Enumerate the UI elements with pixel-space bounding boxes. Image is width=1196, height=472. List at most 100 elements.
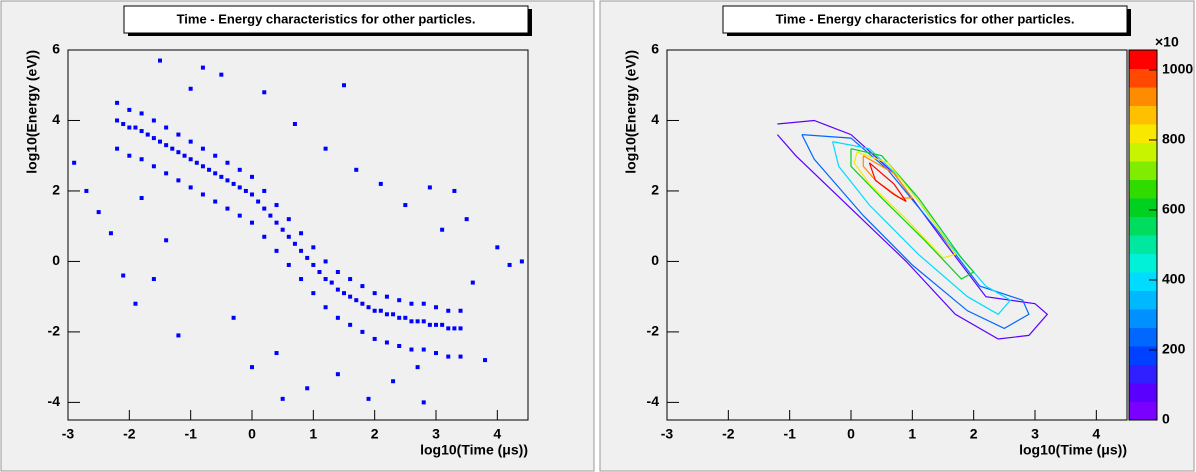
point xyxy=(311,245,316,250)
point xyxy=(225,206,230,211)
point xyxy=(274,248,279,253)
point xyxy=(280,227,285,232)
point xyxy=(250,365,254,370)
point xyxy=(250,192,254,197)
point xyxy=(354,167,359,172)
y-tick-label: -4 xyxy=(647,393,660,409)
point xyxy=(133,301,138,306)
point xyxy=(446,326,451,331)
point xyxy=(188,157,193,162)
point xyxy=(360,284,365,289)
point xyxy=(372,308,377,313)
point xyxy=(188,139,193,144)
point xyxy=(483,358,488,363)
point xyxy=(237,167,242,172)
colorbar-band xyxy=(1129,198,1157,217)
x-tick-label: 0 xyxy=(847,426,855,442)
contour-line xyxy=(868,162,907,203)
point xyxy=(421,319,426,324)
colorbar-band xyxy=(1129,327,1157,347)
point xyxy=(280,396,285,401)
point xyxy=(164,143,169,148)
point xyxy=(237,213,242,218)
point xyxy=(158,58,162,63)
point xyxy=(403,315,408,320)
z-tick-label: 600 xyxy=(1162,201,1186,217)
z-multiplier: ×10 xyxy=(1155,34,1179,50)
point xyxy=(213,153,218,158)
point xyxy=(145,132,150,137)
point xyxy=(415,319,420,324)
colorbar-band xyxy=(1129,253,1157,273)
point xyxy=(299,248,304,253)
x-tick-label: 4 xyxy=(493,426,501,442)
point xyxy=(348,294,353,299)
point xyxy=(299,277,304,282)
point xyxy=(519,259,524,264)
point xyxy=(421,347,426,352)
x-tick-label: 3 xyxy=(1031,426,1039,442)
point xyxy=(335,270,340,274)
x-tick-label: 1 xyxy=(908,426,916,442)
colorbar-band xyxy=(1129,142,1157,162)
colorbar-band xyxy=(1129,68,1157,88)
x-tick-label: -2 xyxy=(123,426,136,442)
point xyxy=(225,160,230,165)
point xyxy=(256,199,261,204)
point xyxy=(176,178,181,183)
colorbar-band xyxy=(1129,124,1157,143)
point xyxy=(458,326,463,331)
point xyxy=(188,86,193,91)
point xyxy=(213,171,218,176)
point xyxy=(421,400,426,405)
z-tick-label: 400 xyxy=(1162,271,1186,287)
point xyxy=(164,171,169,176)
x-tick-label: 2 xyxy=(970,426,978,442)
point xyxy=(335,315,340,320)
y-tick-label: 4 xyxy=(651,111,659,127)
colorbar-frame xyxy=(1128,49,1158,421)
y-tick-label: 0 xyxy=(651,252,659,268)
point xyxy=(409,319,414,324)
point xyxy=(366,396,371,401)
z-tick-label: 800 xyxy=(1162,131,1186,147)
point xyxy=(311,291,316,296)
point xyxy=(200,164,205,169)
title-box xyxy=(123,5,529,34)
point xyxy=(403,203,408,208)
colorbar-band xyxy=(1129,401,1157,421)
point xyxy=(311,262,316,267)
point xyxy=(372,336,377,341)
colorbar-band xyxy=(1129,272,1157,291)
point xyxy=(72,160,77,165)
point xyxy=(317,270,322,274)
point xyxy=(250,220,254,225)
y-axis-label: log10(Energy (eV)) xyxy=(24,50,40,174)
point xyxy=(384,294,389,299)
point xyxy=(115,146,120,151)
point xyxy=(262,206,267,211)
point xyxy=(434,351,438,356)
point xyxy=(458,354,463,359)
point xyxy=(323,259,328,264)
point xyxy=(127,153,132,158)
point xyxy=(470,280,475,285)
point xyxy=(200,146,205,151)
point xyxy=(151,277,156,282)
y-tick-label: 2 xyxy=(52,182,60,198)
chart-title: Time - Energy characteristics for other … xyxy=(776,11,1075,26)
point xyxy=(286,217,291,222)
point xyxy=(176,132,181,137)
point xyxy=(397,298,402,303)
point xyxy=(427,185,432,190)
y-tick-label: 4 xyxy=(52,111,60,127)
x-tick-label: 3 xyxy=(432,426,440,442)
point xyxy=(139,196,144,200)
chart-title: Time - Energy characteristics for other … xyxy=(177,11,476,26)
colorbar-band xyxy=(1129,383,1157,402)
point xyxy=(458,308,463,313)
point xyxy=(391,379,396,384)
point xyxy=(507,262,512,267)
point xyxy=(170,146,175,151)
